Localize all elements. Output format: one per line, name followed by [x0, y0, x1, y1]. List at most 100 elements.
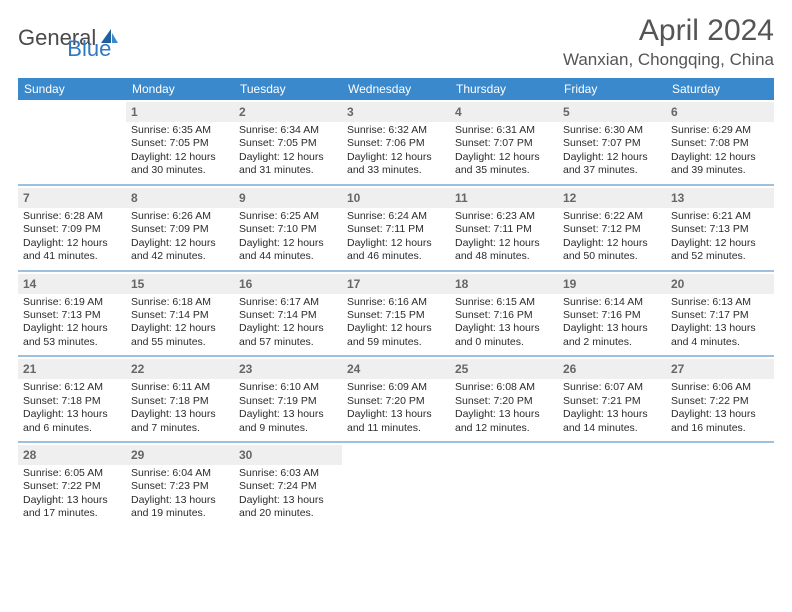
- day-ss: Sunset: 7:13 PM: [23, 309, 121, 322]
- calendar-day: 20Sunrise: 6:13 AMSunset: 7:17 PMDayligh…: [666, 272, 774, 356]
- day-dl1: Daylight: 12 hours: [23, 322, 121, 335]
- day-detail: Sunrise: 6:11 AMSunset: 7:18 PMDaylight:…: [131, 381, 229, 435]
- calendar-day: 26Sunrise: 6:07 AMSunset: 7:21 PMDayligh…: [558, 357, 666, 441]
- day-detail: Sunrise: 6:34 AMSunset: 7:05 PMDaylight:…: [239, 124, 337, 178]
- calendar-day: 15Sunrise: 6:18 AMSunset: 7:14 PMDayligh…: [126, 272, 234, 356]
- day-sr: Sunrise: 6:32 AM: [347, 124, 445, 137]
- day-sr: Sunrise: 6:10 AM: [239, 381, 337, 394]
- calendar-day: 11Sunrise: 6:23 AMSunset: 7:11 PMDayligh…: [450, 186, 558, 270]
- day-detail: Sunrise: 6:19 AMSunset: 7:13 PMDaylight:…: [23, 296, 121, 350]
- day-ss: Sunset: 7:23 PM: [131, 480, 229, 493]
- day-detail: Sunrise: 6:05 AMSunset: 7:22 PMDaylight:…: [23, 467, 121, 521]
- location-label: Wanxian, Chongqing, China: [563, 50, 774, 70]
- day-ss: Sunset: 7:06 PM: [347, 137, 445, 150]
- day-dl1: Daylight: 13 hours: [239, 494, 337, 507]
- day-number: 15: [131, 277, 144, 291]
- weekday-header: Thursday: [450, 78, 558, 100]
- day-number: 24: [347, 362, 360, 376]
- day-dl1: Daylight: 12 hours: [671, 151, 769, 164]
- day-dl1: Daylight: 13 hours: [455, 408, 553, 421]
- day-ss: Sunset: 7:08 PM: [671, 137, 769, 150]
- month-title: April 2024: [563, 14, 774, 48]
- day-dl2: and 48 minutes.: [455, 250, 553, 263]
- day-sr: Sunrise: 6:34 AM: [239, 124, 337, 137]
- calendar-day: 29Sunrise: 6:04 AMSunset: 7:23 PMDayligh…: [126, 443, 234, 527]
- day-ss: Sunset: 7:15 PM: [347, 309, 445, 322]
- day-sr: Sunrise: 6:13 AM: [671, 296, 769, 309]
- day-number: 7: [23, 191, 30, 205]
- day-dl2: and 46 minutes.: [347, 250, 445, 263]
- day-dl2: and 12 minutes.: [455, 422, 553, 435]
- day-dl1: Daylight: 13 hours: [347, 408, 445, 421]
- weekday-header: Sunday: [18, 78, 126, 100]
- day-sr: Sunrise: 6:08 AM: [455, 381, 553, 394]
- day-detail: Sunrise: 6:07 AMSunset: 7:21 PMDaylight:…: [563, 381, 661, 435]
- weekday-header: Friday: [558, 78, 666, 100]
- day-detail: Sunrise: 6:13 AMSunset: 7:17 PMDaylight:…: [671, 296, 769, 350]
- calendar-day: 16Sunrise: 6:17 AMSunset: 7:14 PMDayligh…: [234, 272, 342, 356]
- calendar-day: 18Sunrise: 6:15 AMSunset: 7:16 PMDayligh…: [450, 272, 558, 356]
- day-number: 28: [23, 448, 36, 462]
- day-ss: Sunset: 7:05 PM: [239, 137, 337, 150]
- day-dl2: and 4 minutes.: [671, 336, 769, 349]
- day-ss: Sunset: 7:07 PM: [455, 137, 553, 150]
- day-ss: Sunset: 7:18 PM: [23, 395, 121, 408]
- day-sr: Sunrise: 6:35 AM: [131, 124, 229, 137]
- day-dl2: and 35 minutes.: [455, 164, 553, 177]
- day-dl2: and 30 minutes.: [131, 164, 229, 177]
- day-number: 13: [671, 191, 684, 205]
- day-ss: Sunset: 7:18 PM: [131, 395, 229, 408]
- day-sr: Sunrise: 6:23 AM: [455, 210, 553, 223]
- day-dl1: Daylight: 12 hours: [131, 322, 229, 335]
- day-detail: Sunrise: 6:12 AMSunset: 7:18 PMDaylight:…: [23, 381, 121, 435]
- calendar-day: [450, 443, 558, 527]
- day-detail: Sunrise: 6:10 AMSunset: 7:19 PMDaylight:…: [239, 381, 337, 435]
- day-dl2: and 11 minutes.: [347, 422, 445, 435]
- day-dl1: Daylight: 12 hours: [347, 322, 445, 335]
- day-dl2: and 17 minutes.: [23, 507, 121, 520]
- calendar-day: 10Sunrise: 6:24 AMSunset: 7:11 PMDayligh…: [342, 186, 450, 270]
- calendar-day: 23Sunrise: 6:10 AMSunset: 7:19 PMDayligh…: [234, 357, 342, 441]
- day-dl2: and 52 minutes.: [671, 250, 769, 263]
- day-sr: Sunrise: 6:07 AM: [563, 381, 661, 394]
- day-dl2: and 9 minutes.: [239, 422, 337, 435]
- day-dl2: and 33 minutes.: [347, 164, 445, 177]
- weekday-header: Saturday: [666, 78, 774, 100]
- day-dl1: Daylight: 12 hours: [455, 237, 553, 250]
- day-detail: Sunrise: 6:09 AMSunset: 7:20 PMDaylight:…: [347, 381, 445, 435]
- day-ss: Sunset: 7:05 PM: [131, 137, 229, 150]
- day-number: 22: [131, 362, 144, 376]
- day-dl2: and 6 minutes.: [23, 422, 121, 435]
- calendar-day: 17Sunrise: 6:16 AMSunset: 7:15 PMDayligh…: [342, 272, 450, 356]
- day-number: 8: [131, 191, 138, 205]
- day-dl1: Daylight: 13 hours: [131, 494, 229, 507]
- day-detail: Sunrise: 6:23 AMSunset: 7:11 PMDaylight:…: [455, 210, 553, 264]
- day-dl2: and 59 minutes.: [347, 336, 445, 349]
- day-dl1: Daylight: 13 hours: [23, 408, 121, 421]
- day-ss: Sunset: 7:24 PM: [239, 480, 337, 493]
- day-number: 19: [563, 277, 576, 291]
- day-number: 14: [23, 277, 36, 291]
- day-ss: Sunset: 7:21 PM: [563, 395, 661, 408]
- calendar-day: 22 Sunrise: 6:11 AMSunset: 7:18 PMDayligh…: [126, 357, 234, 441]
- day-number: 16: [239, 277, 252, 291]
- calendar-day: 3Sunrise: 6:32 AMSunset: 7:06 PMDaylight…: [342, 100, 450, 184]
- calendar-day: 24 Sunrise: 6:09 AMSunset: 7:20 PMDayligh…: [342, 357, 450, 441]
- day-dl1: Daylight: 12 hours: [563, 151, 661, 164]
- day-detail: Sunrise: 6:22 AMSunset: 7:12 PMDaylight:…: [563, 210, 661, 264]
- title-block: April 2024 Wanxian, Chongqing, China: [563, 14, 774, 70]
- day-dl2: and 44 minutes.: [239, 250, 337, 263]
- day-dl2: and 55 minutes.: [131, 336, 229, 349]
- calendar-week: 28 Sunrise: 6:05 AMSunset: 7:22 PMDayligh…: [18, 443, 774, 527]
- day-dl2: and 7 minutes.: [131, 422, 229, 435]
- day-dl2: and 57 minutes.: [239, 336, 337, 349]
- day-dl1: Daylight: 12 hours: [347, 151, 445, 164]
- day-sr: Sunrise: 6:11 AM: [131, 381, 229, 394]
- day-detail: Sunrise: 6:03 AMSunset: 7:24 PMDaylight:…: [239, 467, 337, 521]
- calendar-day: [18, 100, 126, 184]
- day-number: 21: [23, 362, 36, 376]
- day-ss: Sunset: 7:14 PM: [131, 309, 229, 322]
- day-detail: Sunrise: 6:32 AMSunset: 7:06 PMDaylight:…: [347, 124, 445, 178]
- calendar-day: 21 Sunrise: 6:12 AMSunset: 7:18 PMDayligh…: [18, 357, 126, 441]
- day-detail: Sunrise: 6:15 AMSunset: 7:16 PMDaylight:…: [455, 296, 553, 350]
